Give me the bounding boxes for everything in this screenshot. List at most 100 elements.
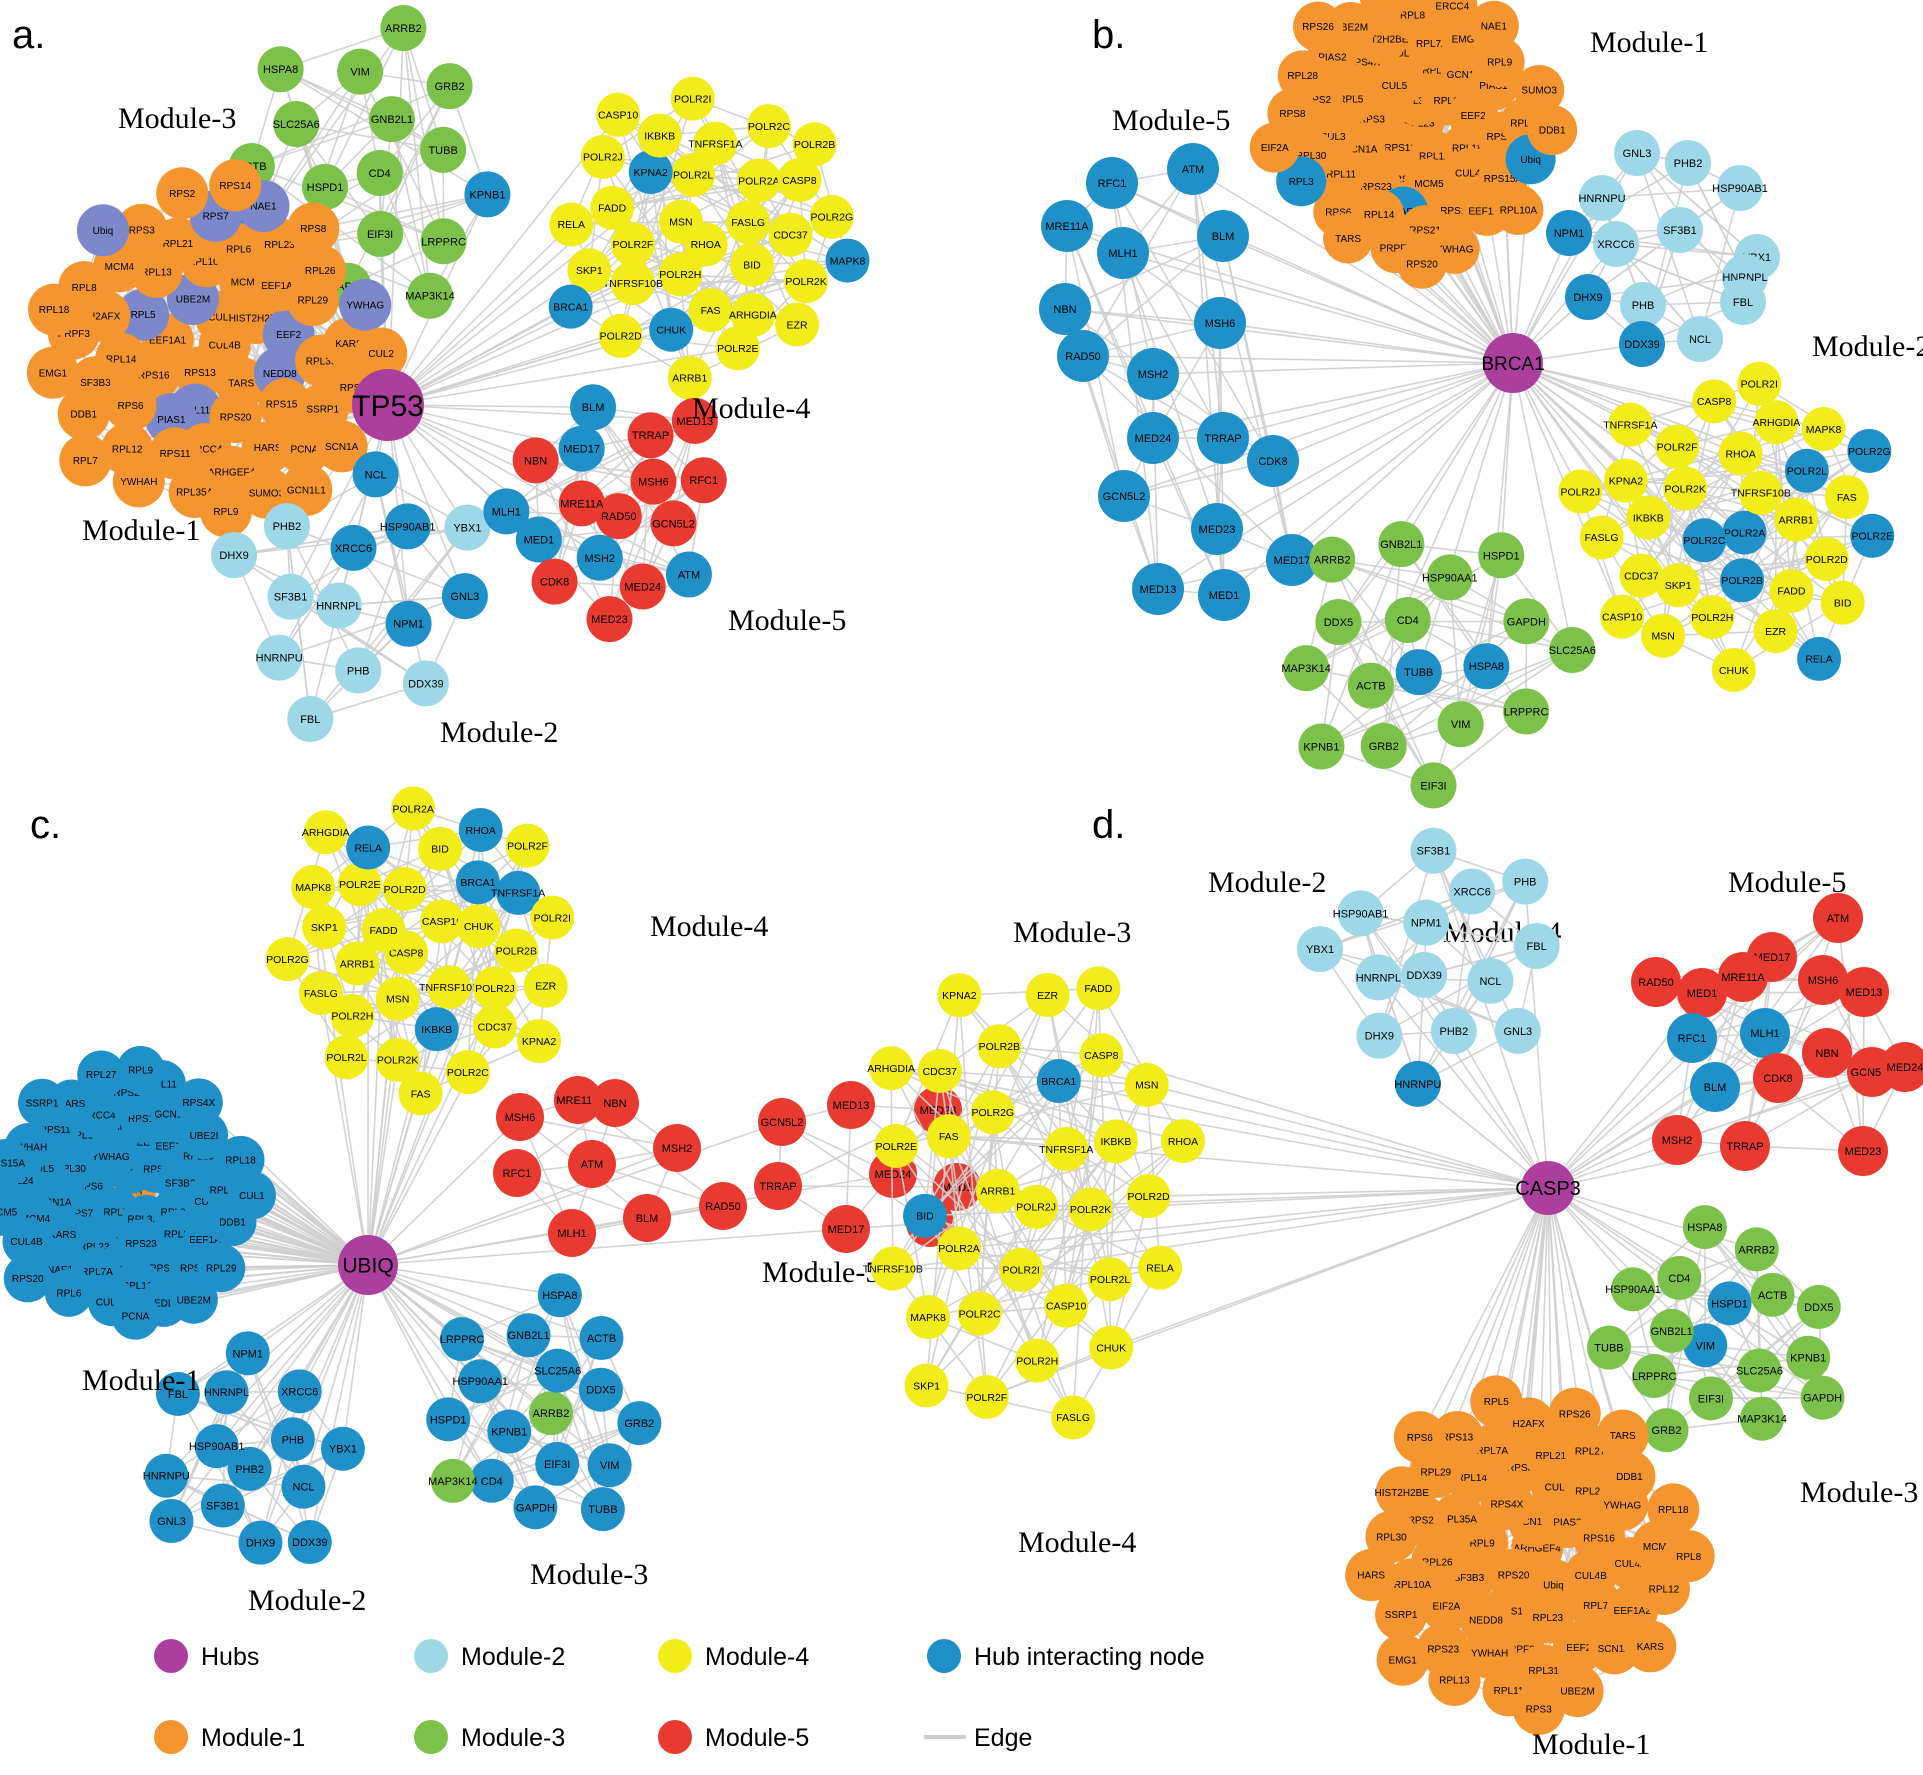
node-circle xyxy=(1394,1060,1441,1107)
node-YBX1: YBX1 xyxy=(320,1426,365,1471)
node-circle xyxy=(456,904,501,949)
node-circle xyxy=(580,1487,625,1532)
node-circle xyxy=(1323,213,1374,264)
node-circle xyxy=(671,397,718,444)
edge xyxy=(1321,665,1487,748)
node-circle xyxy=(1551,1665,1604,1718)
legend-item-module-3: Module-3 xyxy=(414,1720,565,1754)
cluster-d-module-4: POLR2JARRB1TNFRSF1APOLR2IPOLR2GPOLR2KPOL… xyxy=(863,966,1206,1440)
edge xyxy=(387,404,690,576)
module-label: Module-3 xyxy=(1800,1476,1918,1509)
node-circle xyxy=(1620,282,1666,328)
node-circle xyxy=(1360,722,1407,769)
edge xyxy=(387,404,601,559)
node-MED13: MED13 xyxy=(827,1081,875,1129)
node-circle xyxy=(1596,1409,1649,1462)
edge xyxy=(948,1135,1038,1361)
node-circle xyxy=(1548,1387,1601,1440)
node-SF3B1: SF3B1 xyxy=(267,573,314,620)
node-NPM1: NPM1 xyxy=(385,600,432,647)
node-MAP3K14: MAP3K14 xyxy=(1737,1396,1787,1441)
node-circle xyxy=(535,1441,580,1486)
node-circle xyxy=(302,163,349,210)
node-PHB: PHB xyxy=(270,1417,315,1462)
edge xyxy=(177,1264,369,1395)
node-circle xyxy=(1797,636,1842,681)
node-circle xyxy=(1513,923,1560,970)
node-circle xyxy=(1734,1227,1779,1272)
node-circle xyxy=(1365,1510,1418,1563)
node-circle xyxy=(1025,972,1070,1017)
node-circle xyxy=(112,455,165,508)
edge xyxy=(1101,1054,1549,1189)
node-HSPA8: HSPA8 xyxy=(1682,1205,1727,1250)
node-FADD: FADD xyxy=(1076,966,1121,1011)
edge xyxy=(1453,881,1526,1032)
edge xyxy=(1377,976,1549,1189)
edge xyxy=(1547,1187,1665,1590)
node-RPL13: RPL13 xyxy=(1428,1653,1481,1706)
node-circle xyxy=(730,242,775,287)
node-circle xyxy=(352,451,399,498)
edge xyxy=(890,1068,894,1269)
node-circle xyxy=(1619,321,1665,367)
node-EZR: EZR xyxy=(523,963,568,1008)
node-circle xyxy=(964,1374,1009,1419)
edge xyxy=(379,85,451,235)
node-CDK8: CDK8 xyxy=(1753,1053,1803,1103)
node-POLR2L: POLR2L xyxy=(1784,448,1829,493)
node-circle xyxy=(567,248,612,293)
node-FADD: FADD xyxy=(590,185,635,230)
node-BLM: BLM xyxy=(1690,1062,1740,1112)
node-CDK8: CDK8 xyxy=(1247,435,1299,487)
node-CD4: CD4 xyxy=(1657,1255,1702,1300)
node-circle xyxy=(1396,238,1447,289)
node-MSH6: MSH6 xyxy=(496,1093,544,1141)
node-FAS: FAS xyxy=(688,288,733,333)
node-KPNA2: KPNA2 xyxy=(937,973,982,1018)
panel-letter: b. xyxy=(1092,13,1125,57)
node-circle xyxy=(1683,1323,1728,1368)
node-circle xyxy=(975,1168,1020,1213)
node-circle xyxy=(792,122,837,167)
node-circle xyxy=(1579,515,1624,560)
edge xyxy=(777,1185,958,1188)
node-circle xyxy=(26,346,79,399)
node-BID: BID xyxy=(418,826,463,871)
node-circle xyxy=(1611,1267,1656,1312)
node-circle xyxy=(1641,613,1686,658)
node-circle xyxy=(598,313,643,358)
node-ARRB1: ARRB1 xyxy=(975,1168,1020,1213)
node-RAD50: RAD50 xyxy=(699,1182,747,1230)
node-IKBKB: IKBKB xyxy=(1093,1119,1138,1164)
node-FAS: FAS xyxy=(926,1114,971,1159)
node-circle xyxy=(1800,1375,1845,1420)
node-SSRP1: SSRP1 xyxy=(18,1078,67,1127)
node-circle xyxy=(1722,510,1767,555)
node-HARS: HARS xyxy=(1345,1549,1398,1602)
legend-item-module-1: Module-1 xyxy=(154,1720,305,1754)
node-circle xyxy=(1657,1255,1702,1300)
node-RELA: RELA xyxy=(1797,636,1842,681)
node-circle xyxy=(1283,645,1330,692)
node-ARRB2: ARRB2 xyxy=(380,5,427,52)
node-circle xyxy=(586,596,633,643)
node-HSPD1: HSPD1 xyxy=(1707,1281,1752,1326)
node-RELA: RELA xyxy=(346,825,391,870)
module-label: Module-1 xyxy=(82,514,200,547)
node-EMG1: EMG1 xyxy=(1376,1633,1429,1686)
hub-node xyxy=(352,369,424,441)
node-POLR2C: POLR2C xyxy=(957,1291,1002,1336)
edge xyxy=(1417,362,1514,673)
node-RHOA: RHOA xyxy=(1161,1119,1206,1164)
node-circle xyxy=(287,1520,332,1565)
edge xyxy=(233,525,408,556)
node-circle xyxy=(1600,594,1645,639)
node-POLR2A: POLR2A xyxy=(937,1226,982,1271)
node-circle xyxy=(1247,435,1299,487)
node-circle xyxy=(1847,428,1892,473)
node-POLR2E: POLR2E xyxy=(874,1123,919,1168)
node-circle xyxy=(630,458,677,505)
node-circle xyxy=(628,150,673,195)
node-RPS26: RPS26 xyxy=(1293,1,1344,52)
